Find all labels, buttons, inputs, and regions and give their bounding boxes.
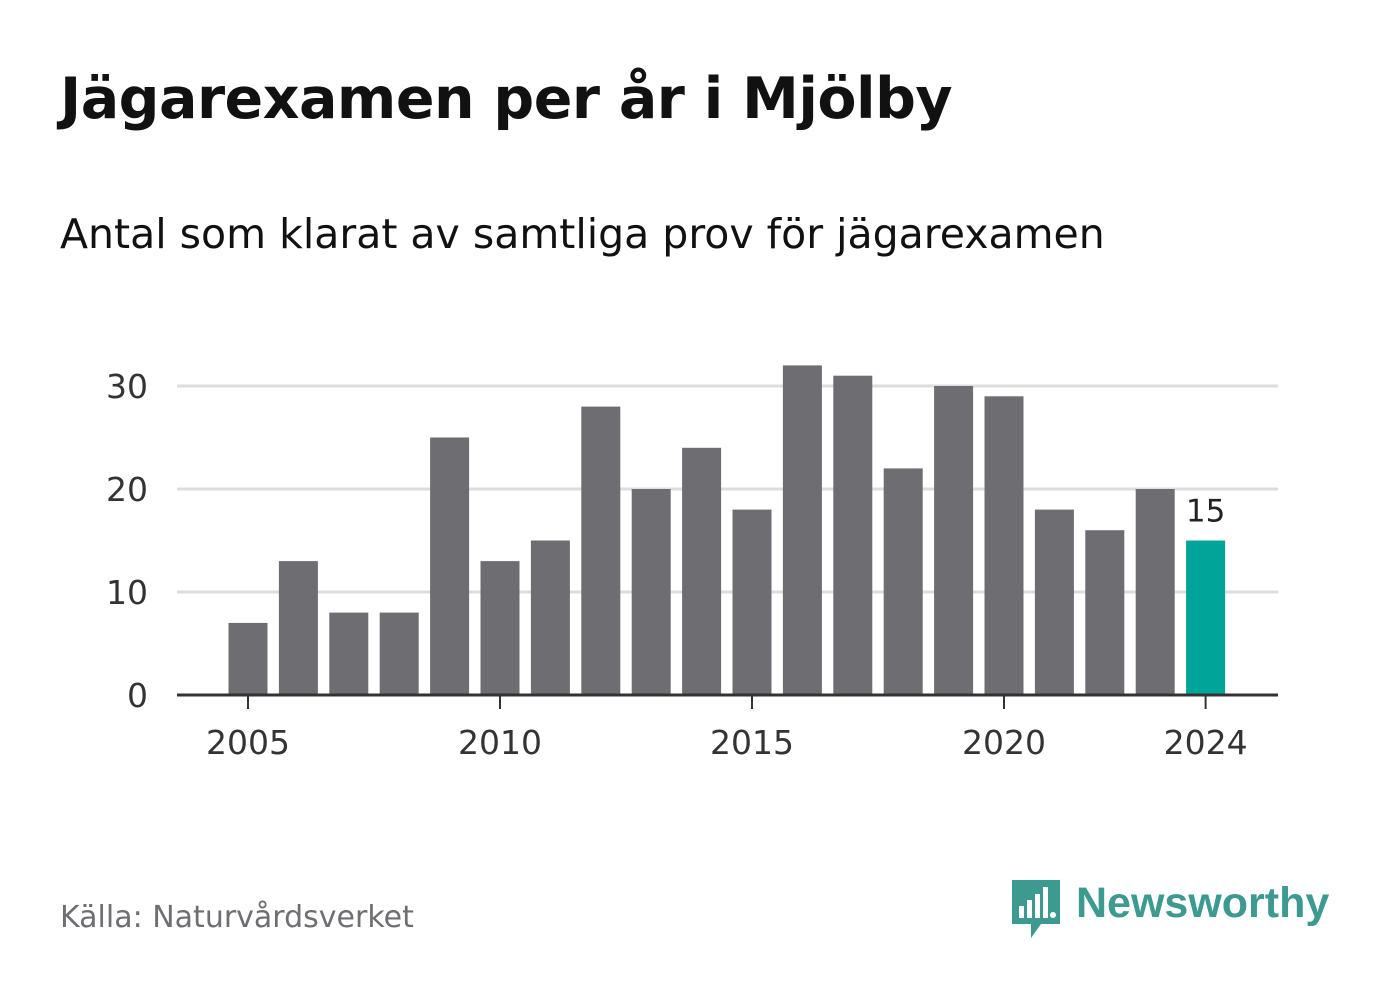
bar-2010 <box>480 561 520 695</box>
bar-2006 <box>278 561 318 695</box>
labels: 0 10 20 30 2005 2010 2015 2020 2024 15 <box>106 367 1248 762</box>
bar-2012 <box>581 406 621 695</box>
bar-2020 <box>984 396 1024 695</box>
bar-2018 <box>883 468 923 695</box>
y-tick-label: 0 <box>127 676 148 715</box>
x-tick-label: 2015 <box>710 723 794 762</box>
y-tick-label: 10 <box>106 573 148 612</box>
bar-2023 <box>1135 489 1175 695</box>
bar-2007 <box>329 612 369 695</box>
bar-2017 <box>833 375 873 695</box>
x-tick-label: 2010 <box>458 723 542 762</box>
bar-2019 <box>934 386 974 695</box>
brand-name: Newsworthy <box>1076 879 1330 927</box>
x-tick-label: 2020 <box>962 723 1046 762</box>
axes <box>177 693 1278 709</box>
x-tick-label: 2024 <box>1164 723 1248 762</box>
bar-2013 <box>631 489 671 695</box>
chart-title: Jägarexamen per år i Mjölby <box>60 66 953 132</box>
bar-2022 <box>1085 530 1125 695</box>
x-tick-label: 2005 <box>206 723 290 762</box>
bar-2005 <box>228 622 268 695</box>
bar-2015 <box>732 509 772 695</box>
data-label: 15 <box>1186 494 1225 530</box>
chart-subtitle: Antal som klarat av samtliga prov för jä… <box>60 210 1105 258</box>
bar-2024 <box>1186 540 1226 695</box>
bar-2021 <box>1034 509 1074 695</box>
bar-2009 <box>430 437 470 695</box>
bar-2014 <box>682 447 722 695</box>
y-tick-label: 30 <box>106 367 148 406</box>
bars <box>228 365 1226 695</box>
y-tick-label: 20 <box>106 470 148 509</box>
bar-2008 <box>379 612 419 695</box>
bar-2011 <box>530 540 570 695</box>
bar-2016 <box>782 365 822 695</box>
brand-logo: Newsworthy <box>1010 878 1329 940</box>
source-note: Källa: Naturvårdsverket <box>60 900 414 935</box>
newsworthy-logo-icon <box>1012 880 1060 938</box>
